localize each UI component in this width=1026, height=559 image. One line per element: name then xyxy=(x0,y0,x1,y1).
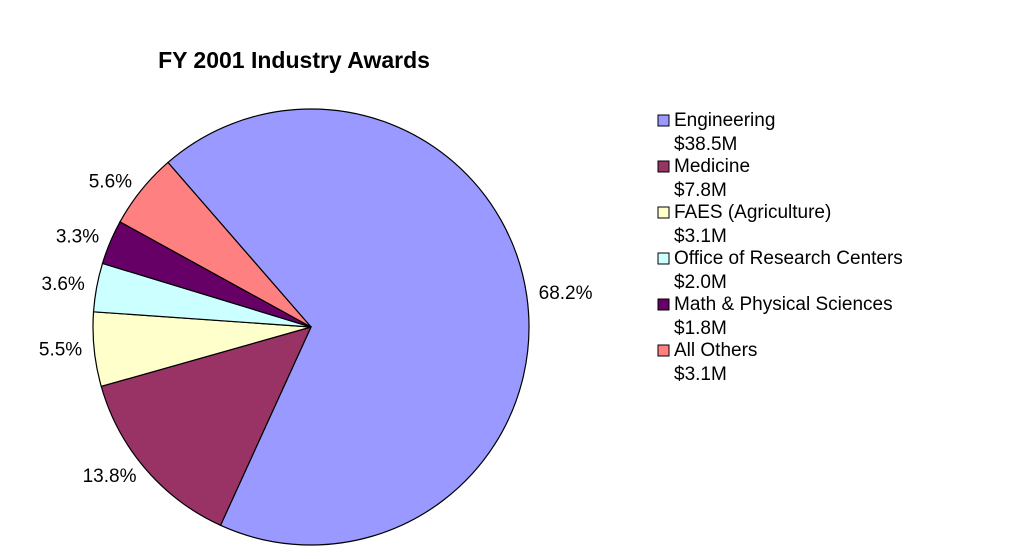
pie-slice xyxy=(100,326,313,527)
legend-amount: $1.8M xyxy=(674,318,727,339)
data-label: 5.5% xyxy=(39,340,82,361)
legend-swatch xyxy=(657,206,670,219)
legend-swatch xyxy=(657,252,670,265)
legend-label: All Others xyxy=(674,340,757,361)
legend-label: Medicine xyxy=(674,156,750,177)
legend-swatch xyxy=(657,160,670,173)
data-label: 5.6% xyxy=(89,172,132,193)
legend-swatch xyxy=(657,344,670,357)
legend-label: Engineering xyxy=(674,110,775,131)
legend-label: Office of Research Centers xyxy=(674,248,903,269)
legend-amount: $3.1M xyxy=(674,364,727,385)
legend-swatch xyxy=(657,298,670,311)
pie-slice xyxy=(119,161,312,328)
legend-amount: $38.5M xyxy=(674,134,737,155)
legend-label: FAES (Agriculture) xyxy=(674,202,831,223)
data-label: 3.6% xyxy=(42,274,85,295)
pie-slice xyxy=(167,108,530,546)
data-label: 3.3% xyxy=(56,227,99,248)
chart-title: FY 2001 Industry Awards xyxy=(158,47,430,73)
legend-swatch xyxy=(657,114,670,127)
legend-label: Math & Physical Sciences xyxy=(674,294,893,315)
legend-amount: $3.1M xyxy=(674,226,727,247)
legend-amount: $7.8M xyxy=(674,180,727,201)
legend-amount: $2.0M xyxy=(674,272,727,293)
data-label: 13.8% xyxy=(83,466,137,487)
data-label: 68.2% xyxy=(539,283,593,304)
